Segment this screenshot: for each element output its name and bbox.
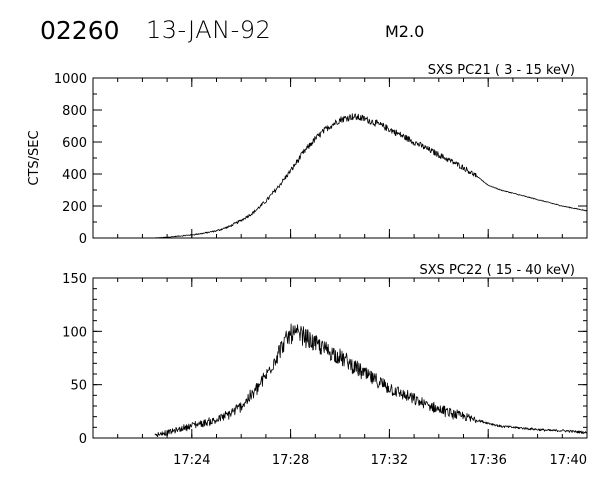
- x-tick-label: 17:24: [173, 453, 210, 468]
- x-tick-label: 17:32: [371, 453, 408, 468]
- x-tick-label: 17:28: [272, 453, 309, 468]
- y-tick-label: 1000: [54, 72, 87, 87]
- y-tick-label: 800: [62, 104, 87, 119]
- series-line-1: [154, 323, 588, 438]
- y-tick-label: 0: [79, 432, 87, 447]
- x-tick-label: 17:40: [550, 453, 587, 468]
- y-tick-label: 50: [70, 379, 87, 394]
- y-tick-label: 400: [62, 168, 87, 183]
- x-tick-label: 17:36: [469, 453, 506, 468]
- plot-frame: [92, 77, 588, 239]
- event-date: 13-JAN-92: [146, 16, 272, 44]
- plot-title: SXS PC22 ( 15 - 40 keV): [419, 263, 575, 278]
- y-tick-label: 100: [62, 325, 87, 340]
- series-line-1: [154, 113, 588, 239]
- flare-class: M2.0: [385, 22, 425, 41]
- plot-title: SXS PC21 ( 3 - 15 keV): [428, 63, 575, 78]
- y-tick-label: 200: [62, 200, 87, 215]
- y-tick-label: 600: [62, 136, 87, 151]
- panel-2: SXS PC22 ( 15 - 40 keV) 0 50 100 150 17:24 17:…: [62, 263, 588, 468]
- y-axis-label: CTS/SEC: [27, 130, 42, 185]
- event-id: 02260: [40, 16, 120, 45]
- y-tick-label: 0: [79, 232, 87, 247]
- panel-1: SXS PC21 ( 3 - 15 keV) CTS/SEC 0 200 400 600 8…: [27, 63, 588, 247]
- y-tick-label: 150: [62, 272, 87, 287]
